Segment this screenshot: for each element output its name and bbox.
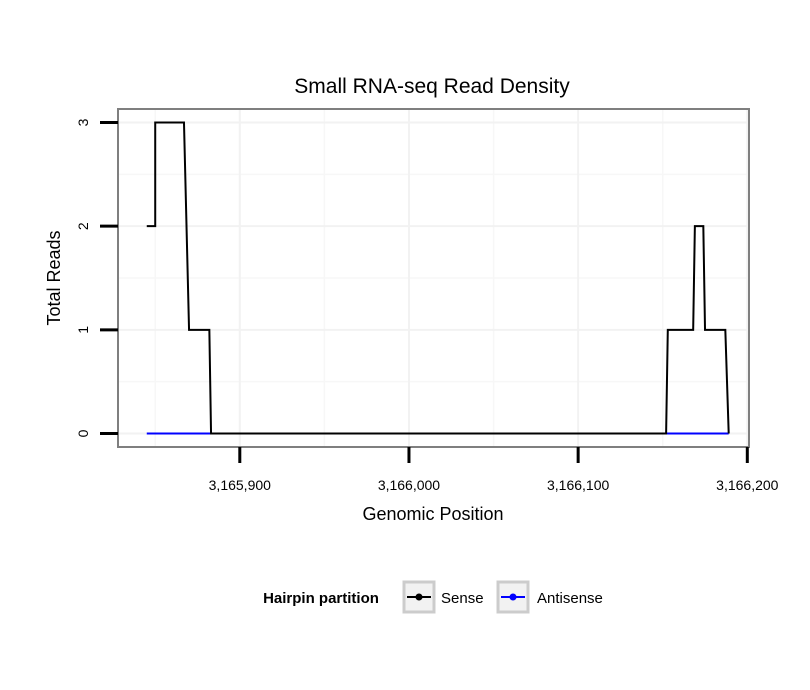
y-tick-label-0: 0	[75, 429, 91, 437]
x-tick-label-3: 3,166,200	[716, 477, 778, 493]
legend: Hairpin partition Sense Antisense	[263, 580, 603, 614]
legend-label-antisense: Antisense	[537, 590, 603, 607]
y-tick-label-2: 2	[75, 222, 91, 230]
y-axis-label: Total Reads	[44, 230, 64, 325]
legend-item-sense: Sense	[402, 580, 484, 614]
legend-point-sense	[415, 593, 423, 601]
x-axis-label: Genomic Position	[362, 504, 503, 524]
series-layer	[146, 121, 730, 435]
legend-item-antisense: Antisense	[496, 580, 603, 614]
x-tick-label-2: 3,166,100	[547, 477, 609, 493]
legend-title: Hairpin partition	[263, 590, 379, 607]
y-tick-label-3: 3	[75, 118, 91, 126]
y-tick-label-1: 1	[75, 326, 91, 334]
x-tick-label-0: 3,165,900	[209, 477, 271, 493]
plot-panel	[117, 108, 750, 448]
chart-title: Small RNA-seq Read Density	[294, 75, 570, 98]
series-sense-line	[146, 121, 730, 435]
legend-point-antisense	[509, 593, 517, 601]
legend-label-sense: Sense	[441, 590, 484, 607]
x-axis: 3,165,900 3,166,000 3,166,100 3,166,200	[209, 447, 779, 493]
x-tick-label-1: 3,166,000	[378, 477, 440, 493]
plot-border	[117, 108, 750, 448]
y-axis: 0 1 2 3	[75, 118, 118, 437]
